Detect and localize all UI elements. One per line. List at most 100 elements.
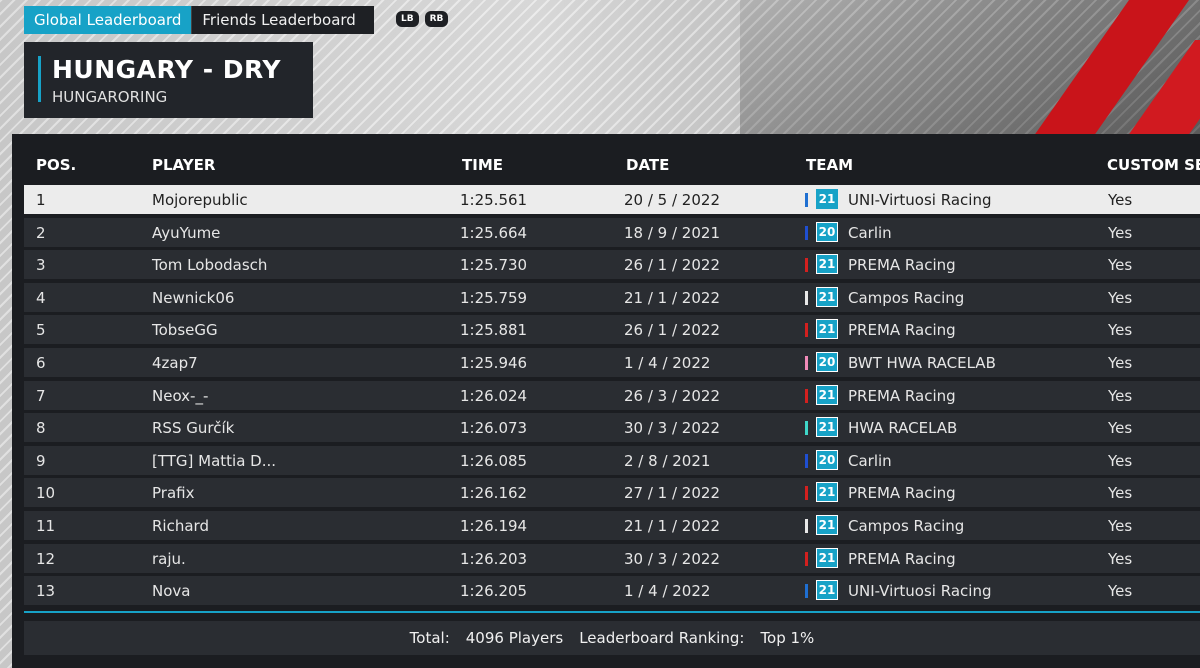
row-date: 21 / 1 / 2022 (624, 288, 720, 307)
row-position: 2 (36, 223, 46, 242)
leaderboard-panel: POS. PLAYER TIME DATE TEAM CUSTOM SE 1 Mo… (12, 134, 1200, 668)
row-date: 1 / 4 / 2022 (624, 354, 711, 372)
team-color-bar (805, 356, 808, 370)
season-badge: 21 (816, 286, 838, 307)
leaderboard-row[interactable]: 3 Tom Lobodasch 1:25.730 26 / 1 / 2022 21 PRE… (24, 250, 1200, 281)
row-date: 26 / 3 / 2022 (624, 386, 720, 405)
team-color-bar (805, 551, 808, 566)
row-position: 1 (36, 191, 46, 209)
row-date: 27 / 1 / 2022 (624, 484, 720, 503)
leaderboard-row[interactable]: 1 Mojorepublic 1:25.561 20 / 5 / 2022 21 UNI-… (24, 185, 1200, 215)
ranking-value: Top 1% (760, 629, 815, 647)
row-date: 20 / 5 / 2022 (624, 191, 720, 209)
tab-button-hints: LB RB (396, 11, 449, 27)
row-time: 1:25.561 (460, 191, 528, 209)
row-player: Prafix (152, 484, 195, 503)
season-badge: 21 (816, 384, 838, 405)
leaderboard-row[interactable]: 9 [TTG] Mattia D... 1:26.085 2 / 8 / 2021 20… (24, 445, 1200, 476)
leaderboard-tabs: Global Leaderboard Friends Leaderboard (24, 6, 374, 34)
team-color-bar (805, 193, 808, 207)
ranking-label: Leaderboard Ranking: (579, 629, 745, 647)
header-pos: POS. (36, 156, 77, 174)
tab-friends-leaderboard[interactable]: Friends Leaderboard (191, 6, 366, 34)
season-badge: 21 (816, 417, 838, 438)
row-custom-setup: Yes (1108, 288, 1133, 307)
row-player: [TTG] Mattia D... (152, 451, 277, 470)
leaderboard-row[interactable]: 6 4zap7 1:25.946 1 / 4 / 2022 20 BWT HWA RACE… (24, 348, 1200, 378)
row-time: 1:26.073 (460, 419, 528, 438)
row-custom-setup: Yes (1108, 419, 1133, 438)
row-player: Tom Lobodasch (152, 256, 268, 275)
row-team: PREMA Racing (848, 256, 956, 275)
row-date: 30 / 3 / 2022 (624, 549, 720, 568)
season-badge: 21 (816, 482, 838, 503)
team-color-bar (805, 453, 808, 468)
season-badge: 21 (816, 547, 838, 568)
row-team: PREMA Racing (848, 484, 956, 503)
row-position: 9 (36, 451, 46, 470)
row-position: 3 (36, 256, 46, 275)
header-player: PLAYER (152, 156, 216, 174)
leaderboard-row[interactable]: 5 TobseGG 1:25.881 26 / 1 / 2022 21 PREMA Rac… (24, 315, 1200, 346)
header-date: DATE (626, 156, 670, 174)
row-player: TobseGG (152, 321, 218, 340)
total-label: Total: (409, 629, 450, 647)
row-date: 30 / 3 / 2022 (624, 419, 720, 438)
table-header: POS. PLAYER TIME DATE TEAM CUSTOM SE (12, 156, 1200, 180)
leaderboard-row[interactable]: 4 Newnick06 1:25.759 21 / 1 / 2022 21 Campos … (24, 282, 1200, 313)
row-date: 1 / 4 / 2022 (624, 582, 711, 601)
row-date: 21 / 1 / 2022 (624, 517, 720, 535)
leaderboard-row[interactable]: 12 raju. 1:26.203 30 / 3 / 2022 21 PREMA Raci… (24, 543, 1200, 574)
row-player: Newnick06 (152, 288, 235, 307)
row-time: 1:25.730 (460, 256, 528, 275)
leaderboard-row[interactable]: 2 AyuYume 1:25.664 18 / 9 / 2021 20 Carlin Yes (24, 217, 1200, 248)
leaderboard-row[interactable]: 11 Richard 1:26.194 21 / 1 / 2022 21 Campos R… (24, 511, 1200, 541)
row-team: Carlin (848, 223, 892, 242)
row-time: 1:26.205 (460, 582, 528, 601)
row-team: UNI-Virtuosi Racing (848, 582, 992, 601)
season-badge: 20 (816, 449, 838, 470)
lb-button-hint[interactable]: LB (396, 11, 419, 27)
leaderboard-row[interactable]: 7 Neox-_- 1:26.024 26 / 3 / 2022 21 PREMA Rac… (24, 380, 1200, 411)
leaderboard-row[interactable]: 10 Prafix 1:26.162 27 / 1 / 2022 21 PREMA Rac… (24, 478, 1200, 509)
total-value: 4096 Players (465, 629, 564, 647)
team-color-bar (805, 323, 808, 338)
row-custom-setup: Yes (1108, 582, 1133, 601)
row-position: 6 (36, 354, 46, 372)
track-accent-bar (38, 56, 41, 102)
track-subtitle: HUNGARORING (52, 88, 168, 106)
leaderboard-row[interactable]: 8 RSS Gurčík 1:26.073 30 / 3 / 2022 21 HWA RA… (24, 413, 1200, 444)
row-team: BWT HWA RACELAB (848, 354, 996, 372)
row-custom-setup: Yes (1108, 223, 1133, 242)
row-time: 1:25.759 (460, 288, 528, 307)
tab-global-leaderboard[interactable]: Global Leaderboard (24, 6, 192, 34)
row-team: UNI-Virtuosi Racing (848, 191, 992, 209)
row-team: Campos Racing (848, 288, 965, 307)
row-player: Richard (152, 517, 209, 535)
season-badge: 21 (816, 515, 838, 535)
leaderboard-row[interactable]: 13 Nova 1:26.205 1 / 4 / 2022 21 UNI-Virtuosi… (24, 576, 1200, 607)
row-player: Nova (152, 582, 191, 601)
row-position: 7 (36, 386, 46, 405)
header-custom-setup: CUSTOM SE (1107, 156, 1200, 174)
row-custom-setup: Yes (1108, 321, 1133, 340)
row-position: 10 (36, 484, 56, 503)
row-custom-setup: Yes (1108, 517, 1133, 535)
row-custom-setup: Yes (1108, 354, 1133, 372)
row-team: HWA RACELAB (848, 419, 958, 438)
track-header: HUNGARY - DRY HUNGARORING (24, 42, 313, 118)
row-team: PREMA Racing (848, 386, 956, 405)
row-player: 4zap7 (152, 354, 198, 372)
row-time: 1:26.024 (460, 386, 528, 405)
row-position: 11 (36, 517, 56, 535)
row-player: AyuYume (152, 223, 221, 242)
row-team: Carlin (848, 451, 892, 470)
row-custom-setup: Yes (1108, 191, 1133, 209)
row-date: 26 / 1 / 2022 (624, 321, 720, 340)
footer-divider (24, 611, 1200, 613)
header-time: TIME (462, 156, 503, 174)
team-color-bar (805, 290, 808, 305)
team-color-bar (805, 519, 808, 533)
rb-button-hint[interactable]: RB (424, 11, 449, 27)
season-badge: 21 (816, 319, 838, 340)
